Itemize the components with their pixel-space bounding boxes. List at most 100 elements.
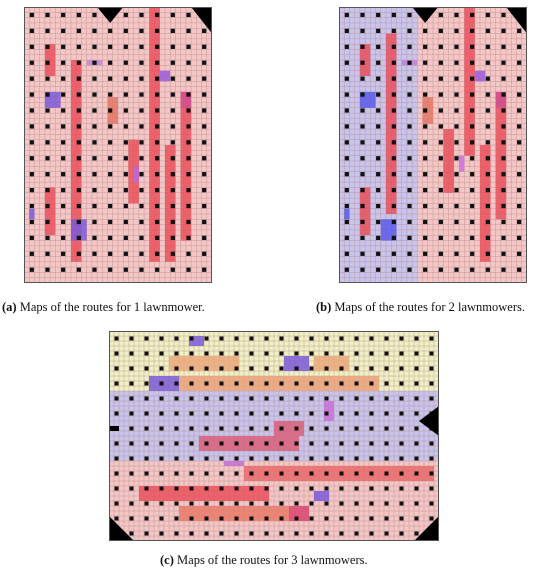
marker-dot bbox=[219, 351, 224, 356]
marker-dot bbox=[155, 235, 160, 241]
marker-dot bbox=[234, 501, 239, 506]
marker-dot bbox=[159, 336, 164, 341]
marker-dot bbox=[354, 336, 359, 341]
marker-dot bbox=[114, 396, 119, 401]
marker-dot bbox=[174, 486, 179, 491]
marker-dot bbox=[61, 60, 66, 65]
marker-dot bbox=[155, 156, 160, 161]
marker-dot bbox=[186, 219, 191, 225]
marker-dot bbox=[139, 12, 144, 18]
marker-dot bbox=[354, 531, 359, 536]
marker-dot bbox=[108, 76, 113, 81]
marker-dot bbox=[501, 108, 506, 113]
marker-dot bbox=[76, 267, 81, 272]
marker-dot bbox=[174, 351, 179, 356]
marker-dot bbox=[407, 92, 412, 97]
marker-dot bbox=[29, 187, 34, 193]
marker-dot bbox=[344, 108, 349, 113]
marker-dot bbox=[324, 516, 329, 521]
marker-dot bbox=[454, 124, 459, 129]
marker-dot bbox=[470, 187, 475, 193]
marker-dot bbox=[189, 336, 194, 341]
marker-dot bbox=[384, 456, 389, 461]
marker-dot bbox=[384, 501, 389, 506]
marker-dot bbox=[429, 456, 434, 461]
marker-dot bbox=[114, 501, 119, 506]
marker-dot bbox=[517, 156, 522, 161]
marker-dot bbox=[344, 172, 349, 177]
marker-dot bbox=[45, 156, 50, 161]
marker-dot bbox=[61, 235, 66, 241]
marker-dot bbox=[309, 396, 314, 401]
marker-dot bbox=[219, 426, 224, 431]
marker-dot bbox=[204, 366, 209, 371]
marker-dot bbox=[369, 381, 374, 386]
marker-dot bbox=[170, 235, 175, 241]
marker-dot bbox=[470, 44, 475, 49]
marker-dot bbox=[369, 411, 374, 416]
marker-dot bbox=[517, 203, 522, 209]
marker-dot bbox=[108, 28, 113, 34]
marker-dot bbox=[470, 76, 475, 81]
marker-dot bbox=[429, 516, 434, 521]
marker-dot bbox=[76, 108, 81, 113]
marker-dot bbox=[123, 251, 128, 256]
marker-dot bbox=[354, 411, 359, 416]
marker-dot bbox=[279, 426, 284, 431]
marker-dot bbox=[129, 426, 134, 431]
marker-dot bbox=[384, 441, 389, 446]
marker-dot bbox=[114, 411, 119, 416]
route-block bbox=[149, 376, 179, 391]
marker-dot bbox=[423, 92, 428, 97]
marker-dot bbox=[438, 156, 443, 161]
route-block bbox=[44, 44, 56, 76]
marker-dot bbox=[202, 60, 207, 65]
marker-dot bbox=[279, 456, 284, 461]
marker-dot bbox=[399, 471, 404, 476]
marker-dot bbox=[61, 28, 66, 34]
marker-dot bbox=[517, 219, 522, 225]
marker-dot bbox=[354, 471, 359, 476]
marker-dot bbox=[391, 12, 396, 18]
map-border bbox=[109, 331, 439, 541]
marker-dot bbox=[324, 441, 329, 446]
marker-dot bbox=[470, 172, 475, 177]
marker-dot bbox=[123, 172, 128, 177]
marker-dot bbox=[174, 381, 179, 386]
marker-dot bbox=[309, 426, 314, 431]
marker-dot bbox=[61, 92, 66, 97]
marker-dot bbox=[454, 235, 459, 241]
marker-dot bbox=[129, 486, 134, 491]
marker-dot bbox=[170, 251, 175, 256]
route-block bbox=[169, 356, 239, 371]
marker-dot bbox=[423, 267, 428, 272]
marker-dot bbox=[45, 219, 50, 225]
marker-dot bbox=[139, 28, 144, 34]
marker-dot bbox=[108, 203, 113, 209]
marker-dot bbox=[174, 516, 179, 521]
marker-dot bbox=[129, 381, 134, 386]
marker-dot bbox=[384, 516, 389, 521]
marker-dot bbox=[360, 28, 365, 34]
marker-dot bbox=[454, 28, 459, 34]
marker-dot bbox=[517, 124, 522, 129]
marker-dot bbox=[144, 396, 149, 401]
marker-dot bbox=[45, 140, 50, 145]
marker-dot bbox=[204, 336, 209, 341]
marker-dot bbox=[249, 456, 254, 461]
marker-dot bbox=[129, 471, 134, 476]
marker-dot bbox=[438, 187, 443, 193]
marker-dot bbox=[309, 441, 314, 446]
marker-dot bbox=[339, 516, 344, 521]
marker-dot bbox=[294, 381, 299, 386]
marker-dot bbox=[376, 172, 381, 177]
marker-dot bbox=[517, 235, 522, 241]
marker-dot bbox=[108, 140, 113, 145]
marker-dot bbox=[339, 456, 344, 461]
marker-dot bbox=[384, 396, 389, 401]
marker-dot bbox=[369, 366, 374, 371]
marker-dot bbox=[76, 140, 81, 145]
route-block bbox=[107, 97, 118, 124]
marker-dot bbox=[407, 28, 412, 34]
marker-dot bbox=[264, 471, 269, 476]
